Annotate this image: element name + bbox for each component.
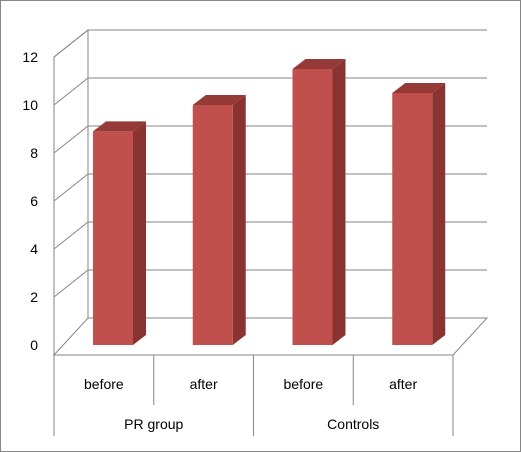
bar — [292, 69, 333, 345]
bar — [93, 131, 133, 345]
group-label: PR group — [124, 416, 183, 432]
floor — [52, 317, 489, 356]
group-label: Controls — [327, 416, 379, 432]
bar-top — [392, 83, 446, 93]
gridline — [53, 221, 487, 250]
y-axis-ticks: 0 2 4 6 8 10 12 — [22, 49, 38, 353]
y-tick-label: 6 — [30, 193, 38, 209]
gridlines — [53, 29, 487, 298]
bar-side — [232, 95, 246, 345]
bar-side — [133, 121, 146, 346]
y-tick-label: 4 — [30, 241, 38, 257]
y-tick-label: 2 — [30, 289, 38, 305]
bar-side — [332, 59, 346, 345]
bar-top — [192, 95, 246, 105]
bar-side — [432, 83, 446, 345]
y-tick-label: 0 — [30, 337, 38, 353]
x-tick-label: before — [284, 376, 324, 392]
gridline — [53, 125, 487, 154]
y-tick-label: 8 — [30, 145, 38, 161]
gridline — [53, 269, 487, 298]
bar — [392, 93, 433, 345]
y-tick-label: 12 — [22, 49, 38, 65]
bar-top — [292, 59, 346, 69]
x-axis: before after before after PR group Controls — [53, 355, 454, 436]
x-tick-label: after — [389, 376, 417, 392]
gridline — [53, 29, 487, 58]
bar — [192, 105, 233, 345]
y-tick-label: 10 — [22, 97, 38, 113]
gridline — [53, 77, 487, 106]
x-tick-label: before — [84, 376, 124, 392]
x-tick-label: after — [190, 376, 218, 392]
side-wall — [53, 28, 89, 355]
bars — [93, 59, 446, 346]
gridline — [53, 173, 487, 202]
bar-top — [93, 121, 146, 132]
